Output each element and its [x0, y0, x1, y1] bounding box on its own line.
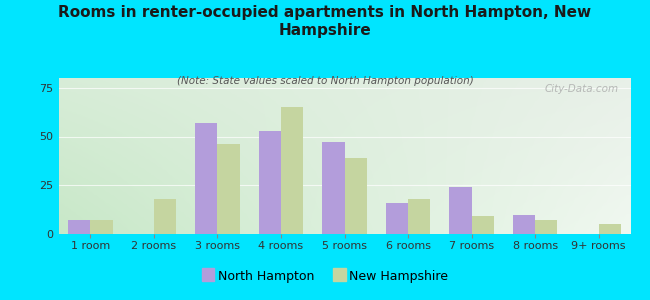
Bar: [322, 142, 344, 234]
Bar: [599, 224, 621, 234]
Text: (Note: State values scaled to North Hampton population): (Note: State values scaled to North Hamp…: [177, 76, 473, 86]
Bar: [472, 217, 494, 234]
Text: Rooms in renter-occupied apartments in North Hampton, New
Hampshire: Rooms in renter-occupied apartments in N…: [58, 4, 592, 38]
Bar: [195, 123, 217, 234]
Bar: [386, 203, 408, 234]
Bar: [344, 158, 367, 234]
Bar: [449, 187, 472, 234]
Text: City-Data.com: City-Data.com: [545, 84, 619, 94]
Legend: North Hampton, New Hampshire: North Hampton, New Hampshire: [197, 265, 453, 288]
Bar: [154, 199, 176, 234]
Bar: [217, 144, 240, 234]
Bar: [535, 220, 558, 234]
Bar: [408, 199, 430, 234]
Bar: [90, 220, 112, 234]
Bar: [513, 214, 535, 234]
Bar: [68, 220, 90, 234]
Bar: [259, 130, 281, 234]
Bar: [281, 107, 303, 234]
